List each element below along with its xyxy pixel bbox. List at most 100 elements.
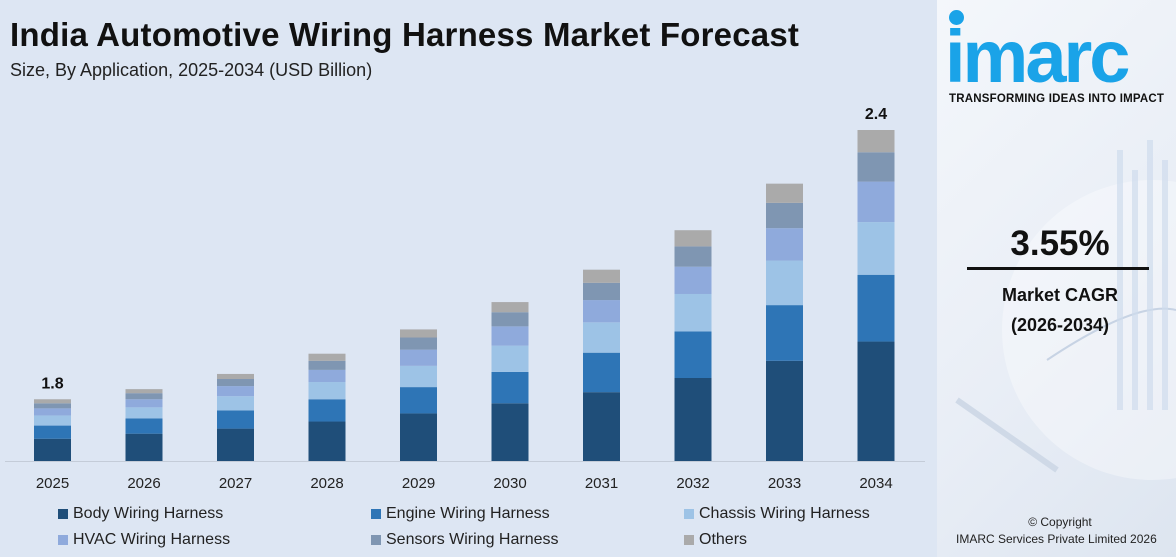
brand-tagline: TRANSFORMING IDEAS INTO IMPACT bbox=[949, 93, 1165, 105]
company-name: IMARC Services Private Limited 2026 bbox=[956, 532, 1157, 546]
legend-item: Others bbox=[684, 531, 747, 549]
bar-segment-2029-4 bbox=[400, 337, 437, 350]
bar-segment-2029-5 bbox=[400, 329, 437, 338]
chart-legend: Body Wiring Harness Engine Wiring Harness… bbox=[58, 505, 928, 555]
bar-segment-2027-3 bbox=[217, 386, 254, 397]
legend-item: Body Wiring Harness bbox=[58, 505, 223, 523]
legend-label: Chassis Wiring Harness bbox=[699, 505, 870, 522]
cagr-divider bbox=[967, 267, 1149, 270]
bar-segment-2030-1 bbox=[491, 371, 529, 404]
bar-segment-2027-1 bbox=[217, 410, 254, 429]
chart-panel: India Automotive Wiring Harness Market F… bbox=[0, 0, 937, 557]
bar-segment-2026-0 bbox=[125, 433, 163, 461]
bar-segment-2032-1 bbox=[674, 331, 712, 378]
bar-segment-2026-1 bbox=[125, 418, 163, 434]
bar-segment-2033-2 bbox=[766, 260, 803, 306]
legend-swatch bbox=[371, 535, 381, 545]
bar-segment-2030-0 bbox=[491, 403, 529, 461]
bar-segment-2031-4 bbox=[583, 282, 620, 301]
bar-segment-2027-0 bbox=[217, 428, 254, 461]
bar-segment-2031-3 bbox=[583, 300, 620, 323]
bar-segment-2034-0 bbox=[857, 341, 895, 461]
data-label-2025: 1.8 bbox=[41, 375, 63, 392]
bar-segment-2028-2 bbox=[308, 382, 346, 400]
x-tick-label-2034: 2034 bbox=[859, 475, 892, 492]
bar-segment-2034-2 bbox=[857, 222, 895, 275]
bar-segment-2033-3 bbox=[766, 228, 803, 261]
x-tick-label-2029: 2029 bbox=[402, 475, 435, 492]
bar-segment-2026-3 bbox=[125, 399, 163, 408]
bar-segment-2031-1 bbox=[583, 352, 620, 393]
bar-segment-2033-4 bbox=[766, 202, 803, 229]
background-decor bbox=[955, 140, 1176, 480]
bar-segment-2025-2 bbox=[34, 415, 71, 426]
bar-segment-2027-4 bbox=[217, 379, 254, 387]
bar-segment-2029-0 bbox=[400, 413, 437, 461]
bar-segment-2028-5 bbox=[308, 353, 346, 361]
bar-segment-2029-2 bbox=[400, 365, 437, 388]
brand-logo: imarc bbox=[945, 15, 1130, 98]
bar-segment-2033-5 bbox=[766, 183, 803, 203]
brand-panel: imarc TRANSFORMING IDEAS INTO IMPACT 3.5… bbox=[937, 0, 1176, 557]
x-tick-label-2025: 2025 bbox=[36, 475, 69, 492]
bar-segment-2031-5 bbox=[583, 269, 620, 283]
legend-swatch bbox=[684, 509, 694, 519]
cagr-label: Market CAGR bbox=[1001, 285, 1119, 305]
legend-swatch bbox=[371, 509, 381, 519]
legend-item: Chassis Wiring Harness bbox=[684, 505, 870, 523]
cagr-period: (2026-2034) bbox=[1010, 315, 1110, 335]
bar-segment-2030-4 bbox=[491, 312, 529, 327]
chart-title: India Automotive Wiring Harness Market F… bbox=[10, 16, 800, 53]
bar-segment-2032-0 bbox=[674, 377, 712, 461]
bar-segment-2025-5 bbox=[34, 399, 71, 404]
bar-segment-2025-1 bbox=[34, 425, 71, 439]
bar-segment-2029-3 bbox=[400, 349, 437, 366]
stacked-bar-chart: 2025 2026 2027 2028 2029 2030 2031 2032 2033 2034… bbox=[5, 106, 925, 492]
bar-segment-2026-5 bbox=[125, 389, 163, 394]
bar-segment-2026-4 bbox=[125, 393, 163, 400]
bar-segment-2032-3 bbox=[674, 266, 712, 294]
bar-segment-2028-3 bbox=[308, 369, 346, 383]
x-tick-label-2026: 2026 bbox=[127, 475, 160, 492]
x-tick-label-2027: 2027 bbox=[219, 475, 252, 492]
bar-segment-2027-2 bbox=[217, 396, 254, 411]
legend-swatch bbox=[58, 509, 68, 519]
copyright-notice: © Copyright bbox=[1028, 515, 1092, 529]
bar-segment-2028-0 bbox=[308, 421, 346, 461]
legend-item: Sensors Wiring Harness bbox=[371, 531, 559, 549]
legend-swatch bbox=[58, 535, 68, 545]
bar-segment-2033-0 bbox=[766, 360, 803, 461]
legend-label: HVAC Wiring Harness bbox=[73, 531, 231, 548]
bar-segment-2032-2 bbox=[674, 293, 712, 332]
x-tick-label-2032: 2032 bbox=[676, 475, 709, 492]
bar-segment-2034-1 bbox=[857, 274, 895, 342]
x-tick-label-2028: 2028 bbox=[310, 475, 343, 492]
chart-subtitle: Size, By Application, 2025-2034 (USD Bil… bbox=[10, 60, 373, 80]
bar-segment-2034-4 bbox=[857, 152, 895, 182]
logo-dot-icon bbox=[949, 10, 964, 25]
bar-segment-2034-3 bbox=[857, 181, 895, 223]
bar-segment-2032-4 bbox=[674, 246, 712, 267]
x-tick-label-2033: 2033 bbox=[768, 475, 801, 492]
legend-label: Engine Wiring Harness bbox=[386, 505, 550, 522]
bar-segment-2030-5 bbox=[491, 302, 529, 313]
bar-segment-2031-2 bbox=[583, 322, 620, 353]
legend-label: Sensors Wiring Harness bbox=[386, 531, 559, 548]
bar-segment-2027-5 bbox=[217, 373, 254, 380]
bar-segment-2034-5 bbox=[857, 130, 895, 153]
bar-segment-2025-3 bbox=[34, 408, 71, 416]
x-tick-label-2031: 2031 bbox=[585, 475, 618, 492]
bar-segment-2025-4 bbox=[34, 403, 71, 409]
bar-segment-2028-1 bbox=[308, 399, 346, 422]
bar-segment-2025-0 bbox=[34, 438, 71, 461]
bar-segment-2030-3 bbox=[491, 326, 529, 346]
legend-swatch bbox=[684, 535, 694, 545]
cagr-value: 3.55% bbox=[1010, 224, 1110, 263]
legend-label: Body Wiring Harness bbox=[73, 505, 224, 522]
bar-segment-2029-1 bbox=[400, 387, 437, 414]
legend-item: HVAC Wiring Harness bbox=[58, 531, 230, 549]
bar-segment-2032-5 bbox=[674, 230, 712, 247]
bar-segment-2028-4 bbox=[308, 360, 346, 370]
bar-segment-2031-0 bbox=[583, 392, 620, 461]
bar-segment-2030-2 bbox=[491, 345, 529, 372]
